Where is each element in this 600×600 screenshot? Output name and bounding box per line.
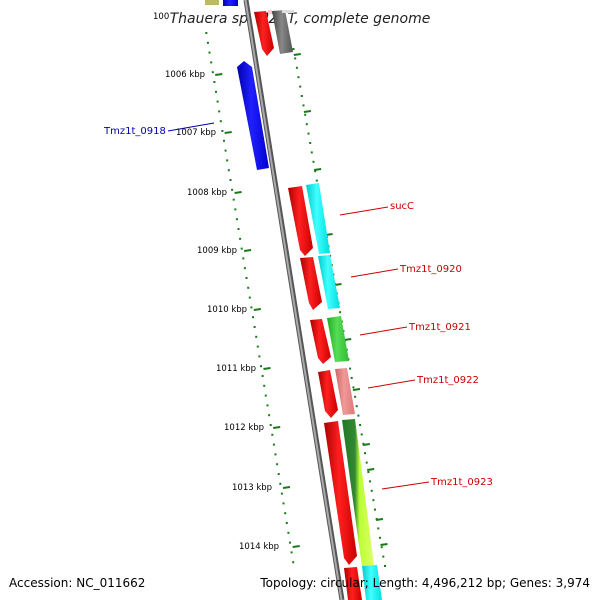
blast-hit-0920: [318, 255, 340, 309]
tick-mark: [215, 73, 223, 76]
gene-tmz1t-0918: [237, 61, 269, 170]
tick-label: 1011 kbp: [216, 364, 256, 374]
tick-mark: [243, 249, 252, 252]
backbone-ring: [243, 0, 345, 600]
gene-tmz1t-0921: [310, 319, 331, 364]
tick-mark: [234, 191, 242, 194]
tick-mark: [263, 367, 271, 370]
blast-hit-0921: [327, 316, 349, 362]
position-tick-ring: [205, 32, 295, 564]
cds-gene-1: [254, 11, 274, 56]
feature-track: [205, 0, 382, 600]
gene-label-tmz1t-0920[interactable]: Tmz1t_0920: [399, 264, 462, 275]
gene-label-tmz1t-0921[interactable]: Tmz1t_0921: [408, 322, 471, 333]
tick-label: 1006 kbp: [165, 70, 205, 80]
gene-label-leaders: [167, 122, 430, 490]
gene-label-tmz1t-0923[interactable]: Tmz1t_0923: [430, 477, 493, 488]
accession-text: Accession: NC_011662: [9, 576, 145, 590]
position-tick-labels: 100 1006 kbp 1007 kbp 1008 kbp 1009 kbp 1010 …: [153, 12, 300, 552]
tick-label: 100: [153, 12, 169, 22]
gene-olive: [205, 0, 219, 5]
gene-bottom: [344, 567, 362, 600]
tick-label: 1012 kbp: [224, 423, 264, 433]
blast-hit-bottom: [362, 565, 382, 600]
blast-hit-0923: [342, 419, 374, 567]
blast-hit-succ: [306, 183, 330, 254]
gene-label-tmz1t-0918[interactable]: Tmz1t_0918: [103, 126, 166, 137]
gene-labels: Tmz1t_0918 sucC Tmz1t_0920 Tmz1t_0921 Tm…: [103, 126, 493, 488]
tick-mark: [282, 486, 291, 489]
gene-tmz1t-0922: [318, 370, 338, 418]
tick-label: 1013 kbp: [232, 483, 272, 493]
tick-label: 1007 kbp: [176, 128, 216, 138]
map-title: Thauera sp. MZ1T, complete genome: [170, 11, 431, 27]
blast-hit-gray: [272, 10, 293, 54]
tick-mark: [292, 545, 300, 548]
gene-blue-top: [223, 0, 238, 6]
tick-mark: [273, 426, 281, 429]
tick-mark: [253, 308, 261, 311]
gene-tmz1t-0923: [324, 421, 357, 565]
tick-label: 1010 kbp: [207, 305, 247, 315]
gene-label-succ[interactable]: sucC: [390, 201, 414, 212]
blast-hit-0922: [335, 368, 355, 415]
gene-succ: [288, 186, 313, 256]
tick-label: 1014 kbp: [239, 542, 279, 552]
topology-text: Topology: circular; Length: 4,496,212 bp…: [259, 576, 590, 590]
tick-mark: [224, 131, 232, 134]
gene-tmz1t-0920: [300, 257, 322, 310]
tick-label: 1009 kbp: [197, 246, 237, 256]
tick-label: 1008 kbp: [187, 188, 227, 198]
gene-label-tmz1t-0922[interactable]: Tmz1t_0922: [416, 375, 479, 386]
